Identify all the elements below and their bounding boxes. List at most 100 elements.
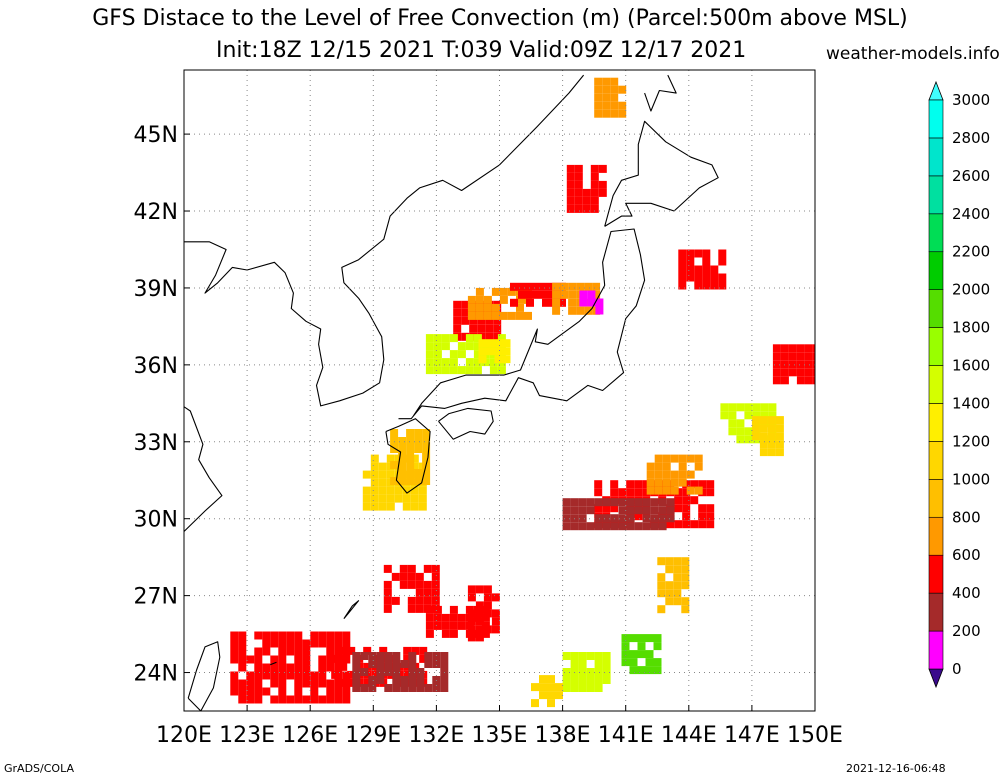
lfc-cell: [440, 676, 449, 684]
lfc-cell: [294, 695, 303, 704]
lfc-cell: [698, 520, 707, 529]
lfc-cell: [582, 188, 591, 197]
lfc-cell: [650, 498, 659, 507]
lfc-cell: [473, 366, 482, 375]
lfc-cell: [744, 411, 753, 420]
lfc-cell: [796, 368, 805, 377]
lfc-cell: [650, 522, 659, 531]
lfc-cell: [574, 196, 583, 205]
lfc-cell: [598, 188, 607, 197]
lfc-cell: [552, 298, 561, 307]
lfc-cell: [634, 512, 643, 521]
y-tick-label: 33N: [134, 431, 178, 456]
lfc-cell: [594, 676, 603, 684]
lfc-cell: [469, 316, 478, 325]
lfc-cell: [475, 625, 484, 634]
lfc-cell: [574, 172, 583, 181]
lfc-cell: [478, 347, 487, 356]
lfc-cell: [570, 506, 579, 515]
lfc-cell: [621, 650, 630, 659]
lfc-cell: [760, 403, 769, 412]
lfc-cell: [465, 342, 474, 351]
colorbar-swatch: [928, 441, 944, 480]
lfc-cell: [637, 642, 646, 651]
lfc-cell: [570, 684, 579, 692]
lfc-cell: [415, 604, 424, 613]
lfc-cell: [433, 621, 442, 630]
lfc-cell: [780, 368, 789, 377]
colorbar-swatch: [928, 137, 944, 177]
lfc-cell: [775, 432, 784, 441]
lfc-cell: [812, 376, 815, 385]
lfc-cell: [485, 316, 494, 325]
lfc-cell: [370, 462, 379, 471]
lfc-cell: [646, 486, 655, 495]
lfc-cell: [507, 287, 516, 296]
lfc-cell: [768, 411, 777, 420]
lfc-cell: [294, 679, 303, 688]
lfc-cell: [475, 287, 484, 296]
lfc-cell: [579, 290, 588, 299]
lfc-cell: [416, 684, 425, 692]
lfc-cell: [425, 605, 434, 614]
lfc-cell: [594, 504, 603, 513]
lfc-cell: [690, 520, 699, 529]
lfc-cell: [408, 668, 417, 676]
lfc-cell: [334, 679, 343, 688]
lfc-cell: [586, 684, 595, 692]
lfc-cell: [403, 646, 412, 655]
lfc-cell: [394, 494, 403, 503]
lfc-cell: [491, 609, 500, 618]
lfc-cell: [334, 695, 343, 704]
colorbar-swatch: [928, 403, 944, 442]
lfc-cell: [238, 679, 247, 688]
lfc-cell: [736, 435, 745, 444]
site-credit[interactable]: weather-models.info: [826, 44, 1000, 64]
lfc-cell: [678, 478, 687, 487]
lfc-cell: [658, 506, 667, 515]
lfc-cell: [383, 588, 392, 597]
lfc-cell: [238, 631, 247, 640]
lfc-cell: [694, 462, 703, 471]
lfc-cell: [414, 469, 423, 477]
lfc-cell: [767, 416, 776, 425]
lfc-cell: [562, 676, 571, 684]
lfc-cell: [578, 522, 587, 531]
lfc-cell: [642, 498, 651, 507]
lfc-cell: [467, 295, 476, 304]
lfc-cell: [402, 486, 411, 495]
lfc-cell: [461, 308, 470, 317]
lfc-cell: [425, 366, 434, 375]
lfc-cell: [360, 652, 369, 660]
lfc-cell: [566, 180, 575, 189]
lfc-cell: [407, 564, 416, 573]
lfc-cell: [433, 342, 442, 351]
lfc-cell: [418, 494, 427, 503]
lfc-cell: [473, 334, 482, 343]
lfc-cell: [662, 470, 671, 479]
lfc-cell: [594, 522, 603, 531]
lfc-cell: [360, 668, 369, 676]
lfc-cell: [431, 580, 440, 589]
lfc-cell: [718, 257, 727, 266]
coastline: [398, 228, 646, 420]
colorbar-label: 2000: [952, 281, 990, 299]
lfc-cell: [352, 684, 361, 692]
lfc-cell: [270, 663, 279, 672]
lfc-cell: [475, 585, 484, 594]
lfc-cell: [254, 663, 263, 672]
lfc-cell: [326, 631, 335, 640]
lfc-cell: [594, 514, 603, 523]
lfc-cell: [592, 282, 601, 291]
lfc-cell: [386, 494, 395, 503]
colorbar-label: 2400: [952, 205, 990, 223]
lfc-cell: [706, 520, 715, 529]
lfc-cell: [598, 180, 607, 189]
lfc-cell: [475, 609, 484, 618]
lfc-cell: [542, 290, 550, 299]
lfc-cell: [254, 631, 263, 640]
lfc-cell: [642, 488, 651, 497]
lfc-cell: [441, 358, 450, 367]
lfc-cell: [262, 687, 271, 696]
lfc-cell: [418, 502, 427, 511]
